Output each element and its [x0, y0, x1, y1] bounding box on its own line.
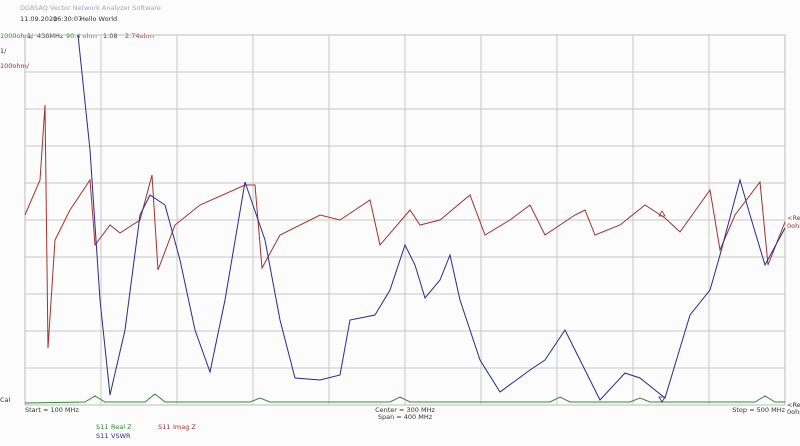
caption: Hello World — [80, 15, 117, 23]
legend-param: S11 — [96, 432, 108, 440]
marker-real: 90.4 ohm — [66, 32, 97, 40]
vswr-trace — [77, 34, 786, 401]
real-scale: 1000ohm/ — [0, 32, 34, 40]
grid — [24, 34, 786, 406]
center-freq: Center = 300 MHz — [375, 406, 435, 414]
marker-id: 1: — [27, 32, 33, 40]
marker-vswr-flag — [658, 396, 666, 403]
marker-freq: 436MHz — [37, 32, 64, 40]
legend-name: VSWR — [111, 432, 131, 440]
marker-vswr: 1.08 — [103, 32, 117, 40]
legend-param: S11 — [158, 423, 170, 431]
marker-imag: 2.74ohm — [125, 32, 154, 40]
cal-label: Cal — [0, 396, 11, 404]
time: 16:30:07 — [53, 15, 82, 23]
date: 11.09.2020 — [20, 15, 57, 23]
legend-name: Real Z — [111, 423, 132, 431]
start-freq: Start = 100 MHz — [25, 406, 79, 414]
span: Span = 400 MHz — [378, 413, 433, 421]
vswr-scale: 1/ — [0, 47, 7, 55]
app-title: DG8SAQ Vector Network Analyzer Software — [20, 4, 161, 12]
legend-name: Imag Z — [173, 423, 196, 431]
imag-scale: 100ohm/ — [0, 62, 30, 70]
ref2-unit: 0ohm — [787, 408, 800, 416]
legend-param: S11 — [96, 423, 108, 431]
real-trace — [24, 393, 785, 404]
marker-imag-flag — [658, 210, 666, 217]
ref3-label: <Ref3 — [787, 214, 800, 222]
ref2-label: <Ref2 — [787, 401, 800, 409]
ref3-unit: 0ohm — [787, 222, 800, 230]
stop-freq: Stop = 500 MHz — [732, 406, 785, 414]
